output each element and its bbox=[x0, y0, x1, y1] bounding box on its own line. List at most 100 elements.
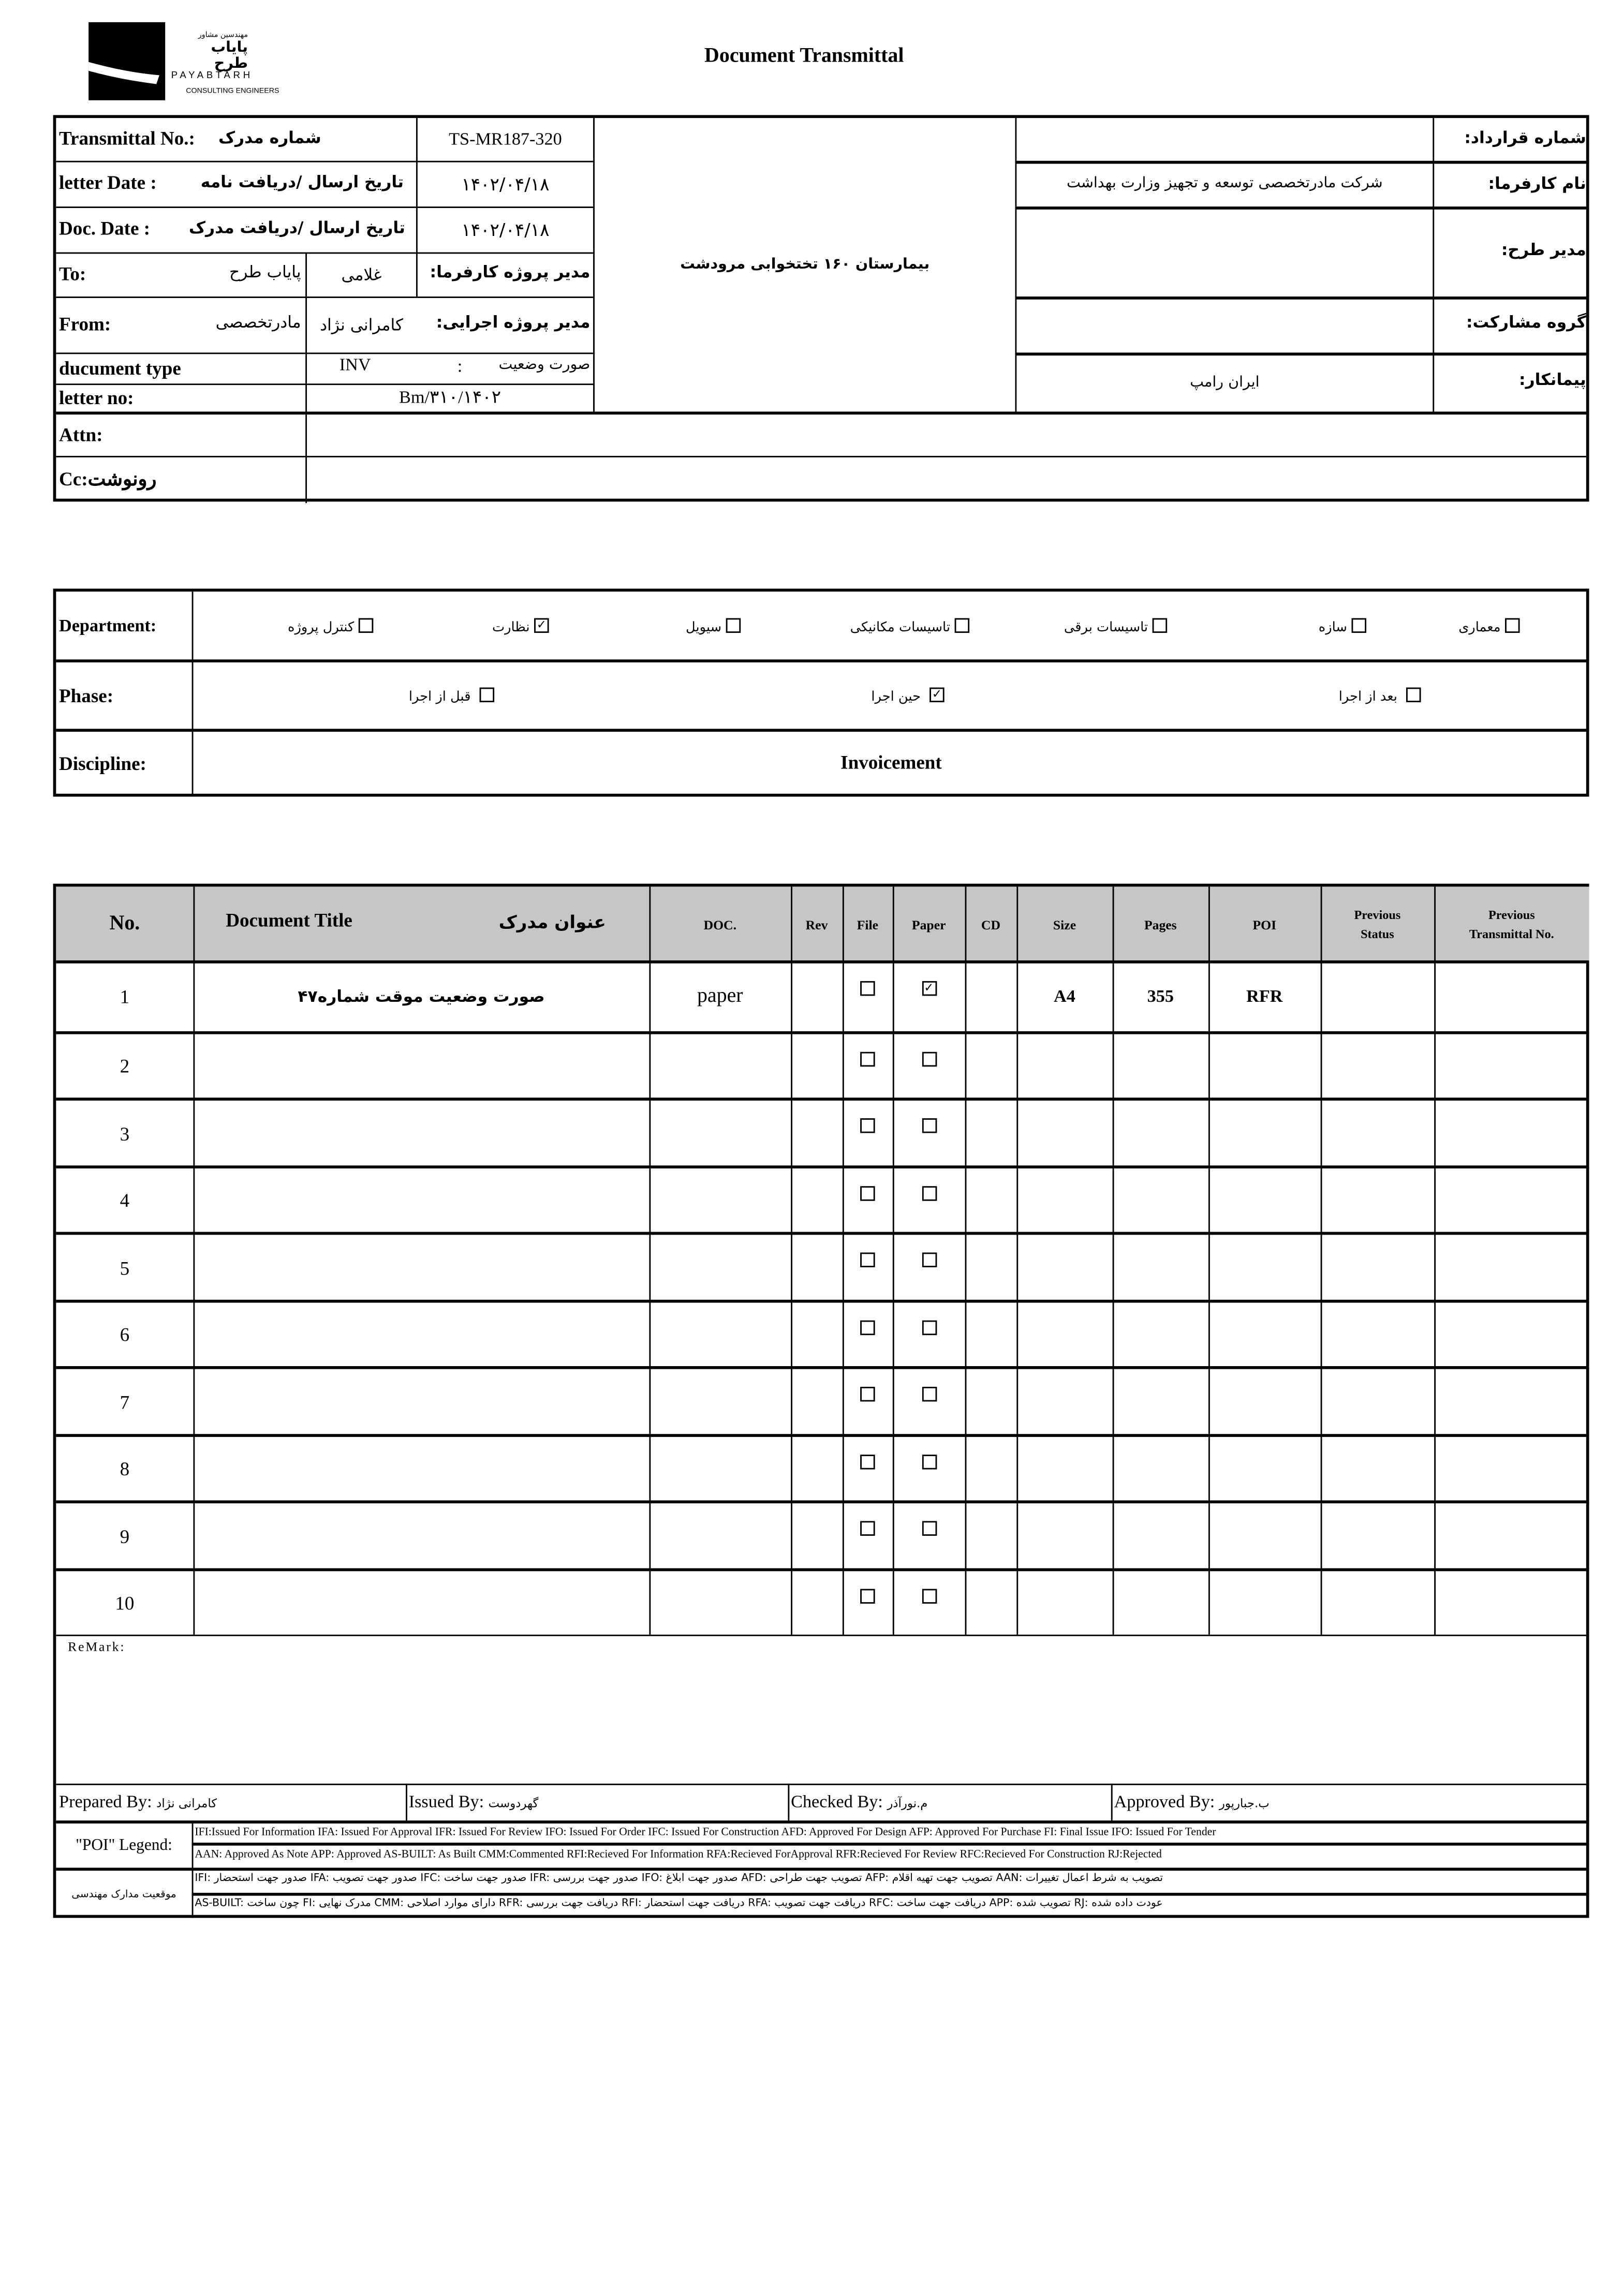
paper-checkbox[interactable] bbox=[921, 1588, 936, 1603]
file-checkbox[interactable] bbox=[860, 1118, 875, 1133]
department-checkbox[interactable]: ✓ bbox=[534, 618, 549, 634]
cell-rev bbox=[791, 1033, 843, 1101]
cell-pages bbox=[1113, 1101, 1208, 1168]
department-option-label: معماری bbox=[1458, 621, 1501, 636]
cell-title: صورت وضعیت موقت شماره۴۷ bbox=[298, 987, 545, 1007]
cell-doc: paper bbox=[697, 985, 743, 1008]
paper-checkbox[interactable]: ✓ bbox=[921, 981, 936, 996]
partner-group-value bbox=[1016, 297, 1433, 352]
department-checkbox[interactable] bbox=[726, 618, 741, 634]
cell-prev_status bbox=[1321, 1571, 1435, 1638]
department-checkbox[interactable] bbox=[1152, 618, 1168, 634]
department-option[interactable]: معماری bbox=[1313, 612, 1520, 639]
page-title: Document Transmittal bbox=[704, 46, 904, 68]
department-option[interactable]: سیویل bbox=[534, 612, 741, 639]
table-header bbox=[56, 886, 1589, 964]
paper-checkbox[interactable] bbox=[921, 1521, 936, 1536]
cell-file[interactable] bbox=[843, 1571, 893, 1638]
phase-checkbox[interactable] bbox=[1406, 688, 1421, 703]
phase-checkbox[interactable]: ✓ bbox=[929, 688, 945, 703]
file-checkbox[interactable] bbox=[860, 981, 875, 996]
department-checkbox[interactable] bbox=[1351, 618, 1367, 634]
department-checkbox[interactable] bbox=[1505, 618, 1520, 634]
paper-checkbox[interactable] bbox=[921, 1185, 936, 1201]
file-checkbox[interactable] bbox=[860, 1320, 875, 1335]
cell-prev_status bbox=[1321, 1033, 1435, 1101]
checked-by-name: م.نورآذر bbox=[887, 1797, 928, 1811]
department-option[interactable]: کنترل پروژه bbox=[167, 612, 374, 639]
department-checkbox[interactable] bbox=[358, 618, 374, 634]
contractor-label: پیمانکار: bbox=[1519, 370, 1586, 390]
header-prev_no-line1: Previous bbox=[1488, 907, 1535, 922]
doc-type-fa: صورت وضعیت bbox=[498, 357, 591, 374]
cell-cd bbox=[965, 964, 1017, 1031]
cell-prev_no bbox=[1434, 1033, 1589, 1101]
department-option[interactable]: تاسیسات مکانیکی bbox=[763, 612, 970, 639]
phase-option[interactable]: حین اجرا ✓ bbox=[738, 682, 945, 708]
doc-type-label: ducument type bbox=[59, 357, 181, 379]
plan-manager-value bbox=[1016, 206, 1433, 297]
cell-title bbox=[193, 1436, 649, 1503]
cell-doc bbox=[649, 1101, 791, 1168]
department-checkbox[interactable] bbox=[954, 618, 970, 634]
cell-poi bbox=[1208, 1302, 1321, 1369]
from-person: کامرانی نژاد bbox=[320, 315, 403, 334]
cell-paper[interactable]: ✓ bbox=[893, 964, 965, 1031]
phase-checkbox[interactable] bbox=[479, 688, 495, 703]
cell-rev bbox=[791, 1436, 843, 1503]
paper-checkbox[interactable] bbox=[921, 1051, 936, 1066]
cell-no: 3 bbox=[120, 1122, 130, 1145]
cell-paper[interactable] bbox=[893, 1436, 965, 1503]
cell-file[interactable] bbox=[843, 1503, 893, 1571]
column-divider bbox=[193, 886, 195, 1635]
cell-paper[interactable] bbox=[893, 1033, 965, 1101]
cell-file[interactable] bbox=[843, 1235, 893, 1302]
department-option[interactable]: نظارت ✓ bbox=[342, 612, 549, 639]
paper-checkbox[interactable] bbox=[921, 1252, 936, 1268]
paper-checkbox[interactable] bbox=[921, 1320, 936, 1335]
cell-file[interactable] bbox=[843, 1302, 893, 1369]
cell-prev_no bbox=[1434, 964, 1589, 1031]
cell-paper[interactable] bbox=[893, 1168, 965, 1235]
cell-file[interactable] bbox=[843, 1033, 893, 1101]
discipline-value: Invoicement bbox=[840, 751, 942, 773]
department-option[interactable]: تاسیسات برقی bbox=[961, 612, 1168, 639]
file-checkbox[interactable] bbox=[860, 1386, 875, 1402]
cell-paper[interactable] bbox=[893, 1101, 965, 1168]
phase-option[interactable]: قبل از اجرا bbox=[288, 682, 495, 708]
department-option[interactable]: سازه bbox=[1160, 612, 1367, 639]
letter-date-label: letter Date : bbox=[59, 171, 157, 194]
header-file: File bbox=[857, 917, 879, 932]
phase-option[interactable]: بعد از اجرا bbox=[1214, 682, 1421, 708]
cell-file[interactable] bbox=[843, 1436, 893, 1503]
header-prev_status: Previous Status bbox=[1321, 906, 1435, 944]
file-checkbox[interactable] bbox=[860, 1051, 875, 1066]
file-checkbox[interactable] bbox=[860, 1185, 875, 1201]
file-checkbox[interactable] bbox=[860, 1588, 875, 1603]
cell-paper[interactable] bbox=[893, 1571, 965, 1638]
file-checkbox[interactable] bbox=[860, 1454, 875, 1469]
prepared-by-label: Prepared By: bbox=[59, 1791, 152, 1812]
cell-file[interactable] bbox=[843, 1168, 893, 1235]
cell-paper[interactable] bbox=[893, 1235, 965, 1302]
cell-file[interactable] bbox=[843, 1101, 893, 1168]
file-checkbox[interactable] bbox=[860, 1521, 875, 1536]
cell-file[interactable] bbox=[843, 964, 893, 1031]
prepared-by: Prepared By: کامرانی نژاد bbox=[59, 1791, 217, 1813]
cell-paper[interactable] bbox=[893, 1369, 965, 1436]
table-row: 8 bbox=[56, 1433, 1589, 1501]
cell-pages bbox=[1113, 1235, 1208, 1302]
table-row: 6 bbox=[56, 1299, 1589, 1366]
cell-paper[interactable] bbox=[893, 1302, 965, 1369]
paper-checkbox[interactable] bbox=[921, 1454, 936, 1469]
cell-paper[interactable] bbox=[893, 1503, 965, 1571]
cell-rev bbox=[791, 1369, 843, 1436]
paper-checkbox[interactable] bbox=[921, 1118, 936, 1133]
cell-size bbox=[1016, 1033, 1112, 1101]
file-checkbox[interactable] bbox=[860, 1252, 875, 1268]
to-label: To: bbox=[59, 262, 86, 285]
cell-file[interactable] bbox=[843, 1369, 893, 1436]
from-value: مادرتخصصی bbox=[215, 313, 301, 332]
letter-no-label: letter no: bbox=[59, 386, 134, 409]
paper-checkbox[interactable] bbox=[921, 1386, 936, 1402]
